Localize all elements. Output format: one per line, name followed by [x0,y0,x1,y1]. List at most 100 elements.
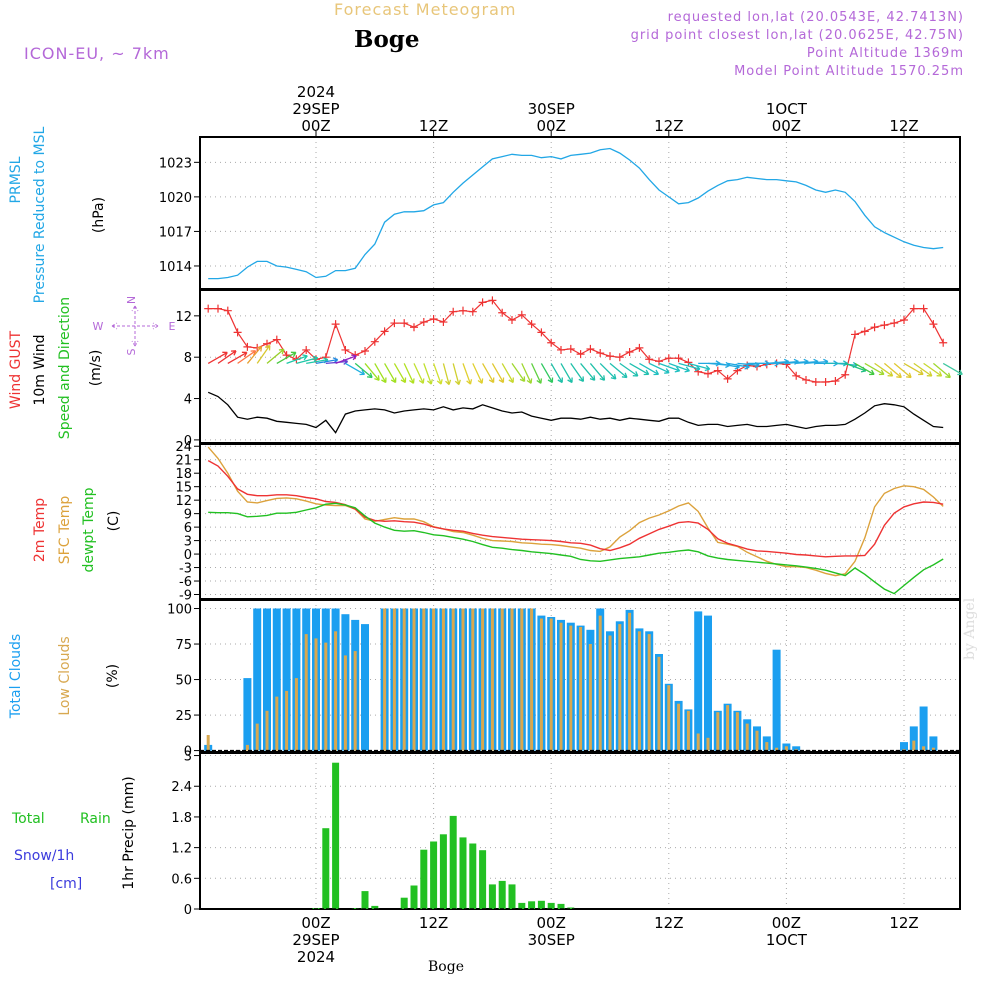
gust-marker [488,296,497,305]
top-time-label: 29SEP [292,100,339,118]
low-cloud-bar [618,624,622,751]
low-cloud-bar [500,608,504,751]
low-cloud-bar [275,696,279,751]
y-tick-label: 3 [184,750,192,765]
chart-title: Forecast Meteogram [334,0,517,19]
wind-direction-arrow [384,363,397,384]
low-cloud-bar [931,747,935,751]
model-label: ICON-EU, ~ 7km [24,44,170,63]
rain-bar [430,841,438,909]
total-cloud-bar [792,746,801,751]
top-time-label: 30SEP [528,100,575,118]
low-cloud-bar [285,690,289,751]
wind-direction-arrow [374,363,387,384]
wind-direction-arrow [364,362,380,381]
rain-bar [400,897,408,909]
footer-station: Boge [428,959,464,975]
low-cloud-bar [255,723,259,751]
low-cloud-bar [559,622,563,751]
gust-marker [851,330,859,339]
gust-marker [517,310,526,319]
wind-direction-arrow [923,362,943,377]
rain-bar [488,884,496,909]
total-clouds-label: Total Clouds [8,634,24,719]
top-time-label: 2024 [297,83,335,101]
low-cloud-bar [637,631,641,751]
gust-marker [792,371,801,380]
wind-direction-arrow [678,362,701,372]
gust-marker [459,306,467,315]
wind-direction-arrow [462,363,473,385]
gust-marker [821,378,830,387]
low-cloud-bar [696,733,700,751]
gust-marker [204,304,213,313]
rain-bar [371,905,379,909]
total-cloud-bar [243,678,252,751]
y-tick-label: -3 [179,562,192,577]
precip-snow-label: Snow/1h [14,848,74,864]
gust-marker [361,346,369,355]
rain-bar [322,828,330,909]
low-cloud-bar [324,642,328,751]
y-tick-label: 18 [175,467,192,482]
rain-bar [537,900,545,909]
low-cloud-bar [353,651,357,751]
wind-direction-arrow [256,344,271,364]
gust-marker [478,298,487,307]
wind-direction-arrow [286,354,308,365]
gust-marker [557,345,565,354]
gust-marker [684,358,693,367]
y-tick-label: -6 [179,575,192,590]
gust-marker [429,314,438,323]
low-cloud-bar [471,608,475,751]
wind-direction-arrow [217,350,237,364]
top-time-label: 00Z [301,117,330,135]
low-cloud-bar [549,618,553,751]
wind-direction-arrow [648,362,670,374]
low-cloud-bar [628,612,632,751]
top-time-label: 00Z [772,117,801,135]
wind-direction-arrow [688,362,711,372]
gust-marker [390,319,399,328]
rain-bar [508,884,516,909]
low-cloud-bar [569,625,573,751]
low-cloud-bar [922,746,926,751]
gust-marker [370,337,379,346]
bottom-time-label: 12Z [654,914,683,932]
wind-direction-arrow [393,363,407,384]
low-cloud-bar [530,608,534,751]
gust-marker [576,350,585,359]
wind-direction-arrow [511,363,526,382]
gust-marker [566,344,575,353]
bottom-time-label: 00Z [537,914,566,932]
wind-speed-line [207,391,944,434]
wind-direction-arrow [335,354,357,365]
low-cloud-bar [383,608,387,751]
rain-bar [498,880,506,909]
gust-marker [439,318,448,327]
rain-bar [528,901,536,909]
low-cloud-bar [775,747,779,751]
wind-direction-arrow [354,362,373,379]
bottom-time-label: 00Z [301,914,330,932]
temp-unit-label: (C) [106,511,122,532]
low-cloud-bar [598,615,602,751]
low-cloud-bar [481,608,485,751]
gust-marker [615,353,624,362]
rain-bar [420,849,428,909]
low-cloud-bar [520,608,524,751]
gust-marker [498,308,507,317]
precipitation-panel-frame [199,752,961,910]
gust-marker [272,335,281,344]
gust-marker [400,319,409,328]
top-time-label: 00Z [537,117,566,135]
bottom-time-label: 1OCT [766,931,808,949]
low-cloud-bar [402,608,406,751]
low-cloud-bar [912,740,916,751]
low-cloud-bar [588,644,592,751]
wind-direction-arrow [423,363,433,385]
y-tick-label: 3 [184,535,192,550]
gust-marker [635,343,644,352]
gust-marker [841,370,850,379]
